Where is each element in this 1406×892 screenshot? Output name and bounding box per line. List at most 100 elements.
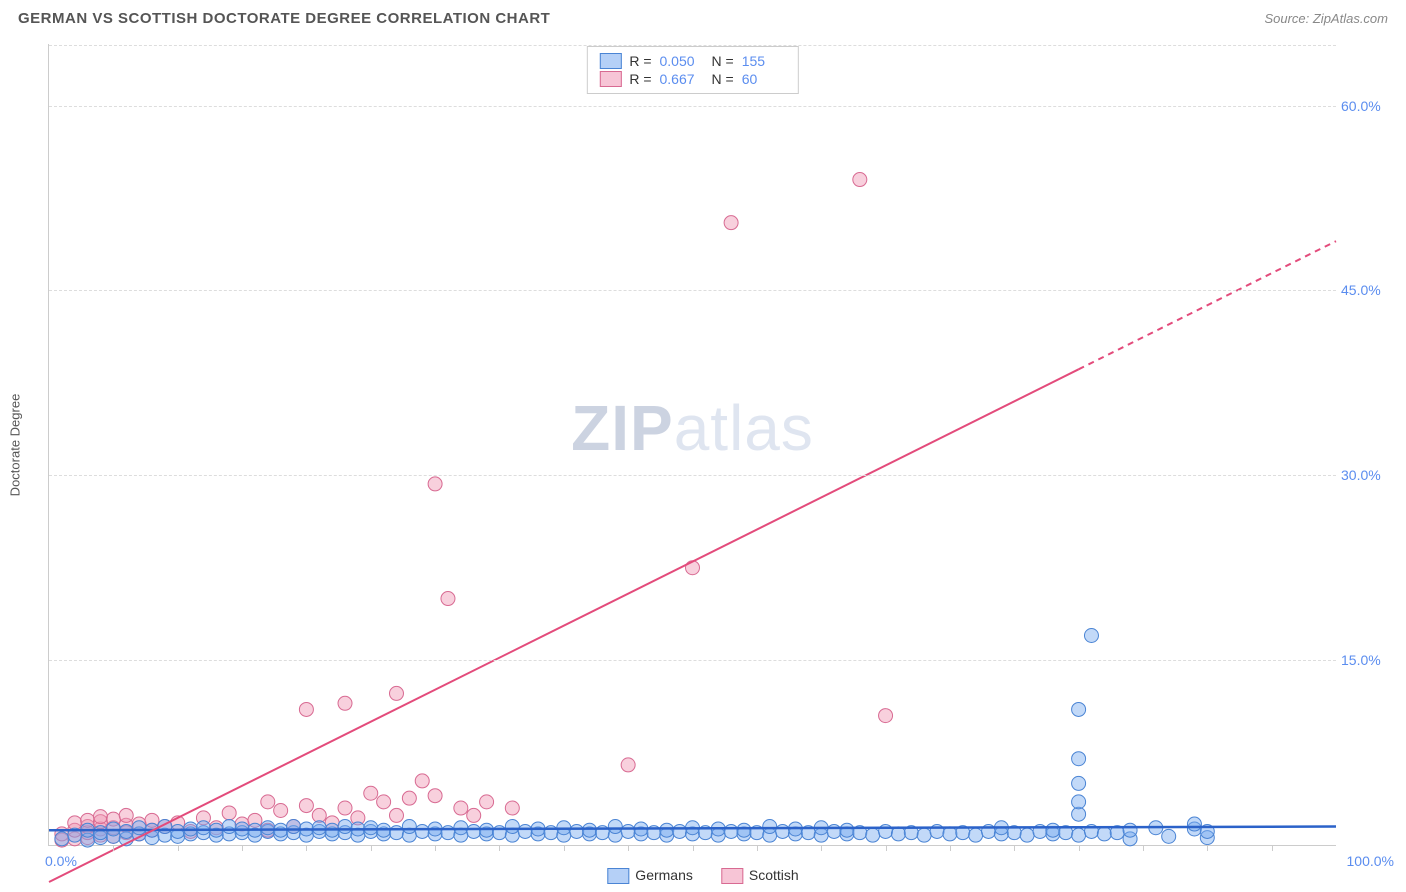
- scatter-point-scottish: [402, 791, 416, 805]
- scatter-point-germans: [1187, 817, 1201, 831]
- legend-correlation-box: R =0.050N =155R =0.667N =60: [586, 46, 798, 94]
- scatter-point-scottish: [119, 808, 133, 822]
- legend-n-label: N =: [712, 71, 734, 87]
- scatter-point-germans: [467, 824, 481, 838]
- scatter-point-germans: [583, 823, 597, 837]
- y-tick-label: 45.0%: [1341, 282, 1396, 298]
- scatter-point-germans: [132, 821, 146, 835]
- scatter-point-scottish: [454, 801, 468, 815]
- legend-label: Scottish: [749, 867, 799, 883]
- chart-area: ZIPatlas Doctorate Degree R =0.050N =155…: [48, 44, 1336, 846]
- scatter-point-germans: [518, 824, 532, 838]
- scatter-point-scottish: [274, 803, 288, 817]
- legend-correlation-row: R =0.667N =60: [599, 70, 785, 88]
- x-minor-tick: [1272, 845, 1273, 851]
- scatter-point-germans: [402, 820, 416, 834]
- x-minor-tick: [499, 845, 500, 851]
- grid-line: [49, 290, 1336, 291]
- scatter-point-germans: [441, 826, 455, 840]
- scatter-point-scottish: [853, 173, 867, 187]
- scatter-point-germans: [917, 828, 931, 842]
- legend-swatch-germans: [599, 53, 621, 69]
- regression-line-scottish: [49, 369, 1079, 882]
- scatter-point-germans: [673, 824, 687, 838]
- legend-r-value: 0.667: [660, 71, 704, 87]
- scatter-point-scottish: [480, 795, 494, 809]
- scatter-point-germans: [389, 826, 403, 840]
- x-minor-tick: [1079, 845, 1080, 851]
- scatter-point-germans: [763, 820, 777, 834]
- scatter-point-germans: [943, 827, 957, 841]
- scatter-point-scottish: [338, 696, 352, 710]
- scatter-point-scottish: [377, 795, 391, 809]
- legend-n-value: 155: [742, 53, 786, 69]
- x-minor-tick: [693, 845, 694, 851]
- scatter-point-germans: [1072, 795, 1086, 809]
- source-prefix: Source:: [1264, 11, 1312, 26]
- x-minor-tick: [950, 845, 951, 851]
- legend-swatch: [721, 868, 743, 884]
- x-minor-tick: [435, 845, 436, 851]
- scatter-point-scottish: [93, 810, 107, 824]
- x-minor-tick: [371, 845, 372, 851]
- legend-bottom: Germans Scottish: [607, 867, 798, 884]
- plot-svg: [49, 44, 1336, 845]
- scatter-point-germans: [660, 823, 674, 837]
- scatter-point-germans: [454, 821, 468, 835]
- scatter-point-germans: [1072, 828, 1086, 842]
- x-minor-tick: [821, 845, 822, 851]
- y-tick-label: 60.0%: [1341, 98, 1396, 114]
- scatter-point-scottish: [222, 806, 236, 820]
- scatter-point-germans: [1084, 629, 1098, 643]
- legend-r-value: 0.050: [660, 53, 704, 69]
- x-minor-tick: [1207, 845, 1208, 851]
- scatter-point-germans: [724, 824, 738, 838]
- scatter-point-scottish: [299, 702, 313, 716]
- y-tick-label: 30.0%: [1341, 467, 1396, 483]
- scatter-point-scottish: [724, 216, 738, 230]
- chart-header: GERMAN VS SCOTTISH DOCTORATE DEGREE CORR…: [0, 0, 1406, 35]
- legend-n-value: 60: [742, 71, 786, 87]
- scatter-point-scottish: [621, 758, 635, 772]
- legend-n-label: N =: [712, 53, 734, 69]
- scatter-point-germans: [866, 828, 880, 842]
- legend-r-label: R =: [629, 53, 651, 69]
- legend-item: Scottish: [721, 867, 799, 884]
- scatter-point-germans: [1072, 776, 1086, 790]
- scatter-point-germans: [608, 820, 622, 834]
- legend-swatch-scottish: [599, 71, 621, 87]
- scatter-point-germans: [55, 832, 69, 846]
- x-minor-tick: [757, 845, 758, 851]
- scatter-point-germans: [1162, 829, 1176, 843]
- x-minor-tick: [564, 845, 565, 851]
- x-minor-tick: [628, 845, 629, 851]
- y-axis-label: Doctorate Degree: [8, 393, 23, 496]
- scatter-point-scottish: [364, 786, 378, 800]
- scatter-point-scottish: [686, 561, 700, 575]
- scatter-point-germans: [222, 820, 236, 834]
- scatter-point-scottish: [428, 477, 442, 491]
- scatter-point-germans: [196, 821, 210, 835]
- plot-area: ZIPatlas Doctorate Degree R =0.050N =155…: [48, 44, 1336, 846]
- scatter-point-scottish: [389, 808, 403, 822]
- x-minor-tick: [886, 845, 887, 851]
- scatter-point-scottish: [389, 686, 403, 700]
- scatter-point-germans: [171, 824, 185, 838]
- legend-item: Germans: [607, 867, 693, 884]
- x-minor-tick: [242, 845, 243, 851]
- scatter-point-scottish: [261, 795, 275, 809]
- scatter-point-scottish: [299, 799, 313, 813]
- x-tick-label: 0.0%: [45, 853, 77, 869]
- x-minor-tick: [1014, 845, 1015, 851]
- scatter-point-germans: [287, 820, 301, 834]
- x-minor-tick: [178, 845, 179, 851]
- scatter-point-germans: [570, 824, 584, 838]
- scatter-point-germans: [1020, 828, 1034, 842]
- x-tick-label: 100.0%: [1347, 853, 1394, 869]
- x-minor-tick: [1143, 845, 1144, 851]
- scatter-point-germans: [261, 821, 275, 835]
- scatter-point-scottish: [428, 789, 442, 803]
- scatter-point-germans: [119, 824, 133, 838]
- grid-line: [49, 475, 1336, 476]
- scatter-point-germans: [737, 823, 751, 837]
